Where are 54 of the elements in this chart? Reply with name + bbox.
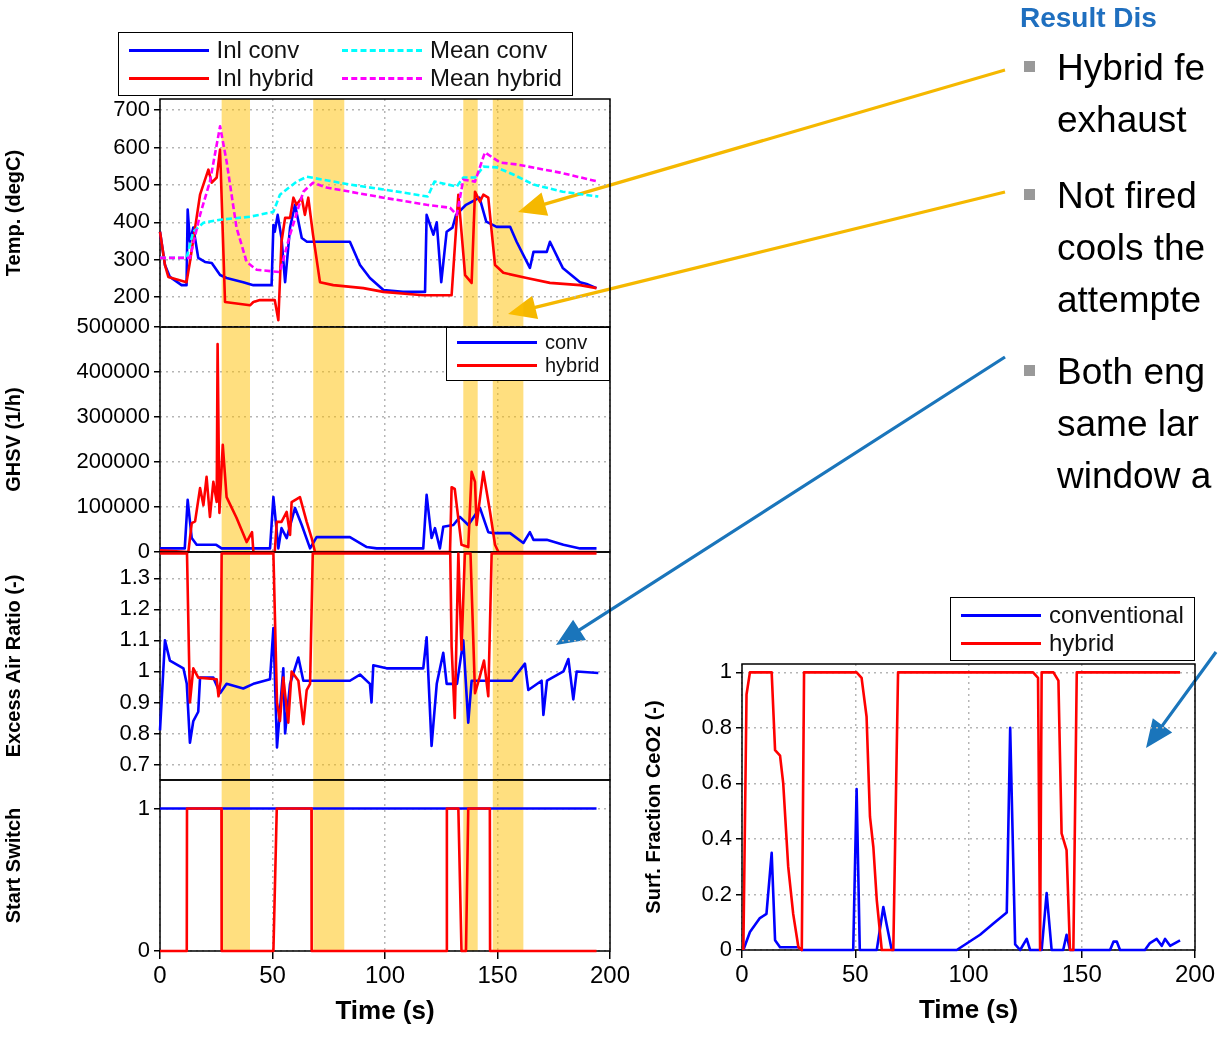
y-tick-label: 300 <box>113 245 150 271</box>
y-tick-label: 1.1 <box>119 626 150 652</box>
y-tick-label: 600 <box>113 133 150 159</box>
y-tick-label: 1 <box>137 657 150 683</box>
y-tick-label: 0 <box>719 936 732 962</box>
y-tick-label: 0.9 <box>119 688 150 714</box>
y-tick-label: 500 <box>113 171 150 197</box>
text: Both eng same lar window a <box>1057 350 1212 498</box>
y-tick-label: 0.7 <box>119 750 150 776</box>
y-tick-label: 500000 <box>76 313 150 339</box>
y-axis-title: GHSV (1/h) <box>1 387 24 492</box>
legend-label: hybrid <box>1049 629 1115 657</box>
y-tick-label: 0.6 <box>701 769 732 795</box>
legend-label: Mean hybrid <box>429 64 562 92</box>
legend-label: conventional <box>1049 601 1184 629</box>
legend-label: Mean conv <box>429 36 548 64</box>
x-axis-title: Time (s) <box>918 993 1019 1024</box>
legend-label: Inl hybrid <box>216 64 314 92</box>
text: Result Dis <box>1020 2 1157 34</box>
text: Hybrid fe exhaust <box>1057 46 1206 142</box>
legend-label: Inl conv <box>216 36 300 64</box>
x-tick-label: 100 <box>364 961 406 989</box>
y-tick-label: 200 <box>113 283 150 309</box>
y-tick-label: 400 <box>113 208 150 234</box>
legend-label: hybrid <box>545 354 600 377</box>
y-tick-label: 100000 <box>76 493 150 519</box>
x-tick-label: 50 <box>259 961 286 989</box>
y-tick-label: 1 <box>137 794 150 820</box>
text: Not fired cools the attempte <box>1057 174 1206 322</box>
legend-label: conv <box>545 331 588 354</box>
x-tick-label: 200 <box>1174 960 1216 988</box>
y-tick-label: 300000 <box>76 403 150 429</box>
y-tick-label: 0.4 <box>701 824 732 850</box>
y-tick-label: 0.8 <box>701 713 732 739</box>
y-tick-label: 400000 <box>76 358 150 384</box>
y-tick-label: 700 <box>113 96 150 122</box>
x-tick-label: 100 <box>948 960 989 988</box>
x-tick-label: 150 <box>1061 960 1102 988</box>
y-tick-label: 1 <box>719 658 732 684</box>
y-tick-label: 1.2 <box>119 595 150 621</box>
y-tick-label: 0 <box>137 538 150 564</box>
y-tick-label: 0.2 <box>701 880 732 906</box>
y-tick-label: 0 <box>137 937 150 963</box>
x-tick-label: 150 <box>477 961 518 989</box>
y-axis-title: Start Switch <box>1 807 24 924</box>
y-tick-label: 200000 <box>76 448 150 474</box>
y-axis-title: Excess Air Ratio (-) <box>1 574 24 758</box>
y-axis-title: Surf. Fraction CeO2 (-) <box>641 700 664 914</box>
x-axis-title: Time (s) <box>335 994 435 1025</box>
y-tick-label: 0.8 <box>119 719 150 745</box>
y-tick-label: 1.3 <box>119 564 150 590</box>
y-axis-title: Temp. (degC) <box>1 149 24 277</box>
x-tick-label: 200 <box>589 961 631 989</box>
x-tick-label: 50 <box>841 960 869 988</box>
